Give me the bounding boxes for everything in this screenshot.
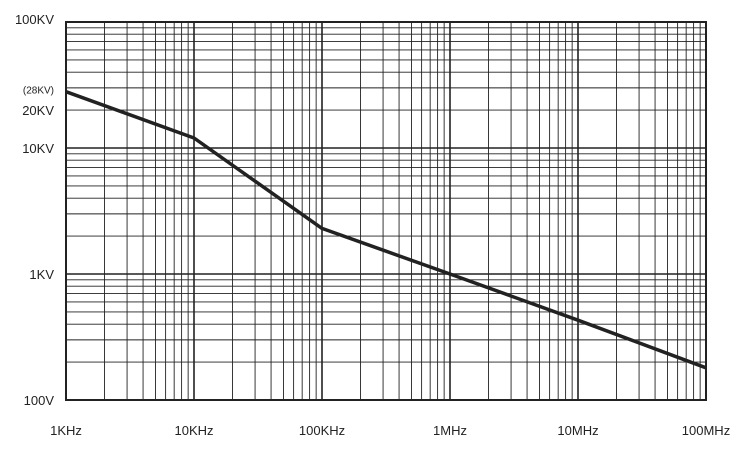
- chart-grid: [65, 22, 706, 401]
- x-axis-tick-labels: 1KHz 10KHz 100KHz 1MHz 10MHz 100MHz: [50, 423, 730, 438]
- y-tick-label: 20KV: [22, 103, 54, 118]
- y-tick-label: 1KV: [29, 267, 54, 282]
- x-tick-label: 100MHz: [682, 423, 730, 438]
- y-axis-tick-labels: 100V 1KV 10KV 20KV 100KV: [15, 12, 54, 408]
- x-tick-label: 10KHz: [174, 423, 213, 438]
- y-tick-label: 10KV: [22, 141, 54, 156]
- series-line: [65, 90, 707, 370]
- x-tick-label: 1MHz: [433, 423, 467, 438]
- x-tick-label: 1KHz: [50, 423, 82, 438]
- x-tick-label: 10MHz: [557, 423, 598, 438]
- plot-frame: [65, 21, 707, 401]
- y-tick-label: 100KV: [15, 12, 54, 27]
- annotation-label: (28KV): [23, 86, 54, 97]
- y-tick-label: 100V: [24, 393, 55, 408]
- chart-annotations: (28KV): [23, 86, 54, 97]
- x-tick-label: 100KHz: [299, 423, 345, 438]
